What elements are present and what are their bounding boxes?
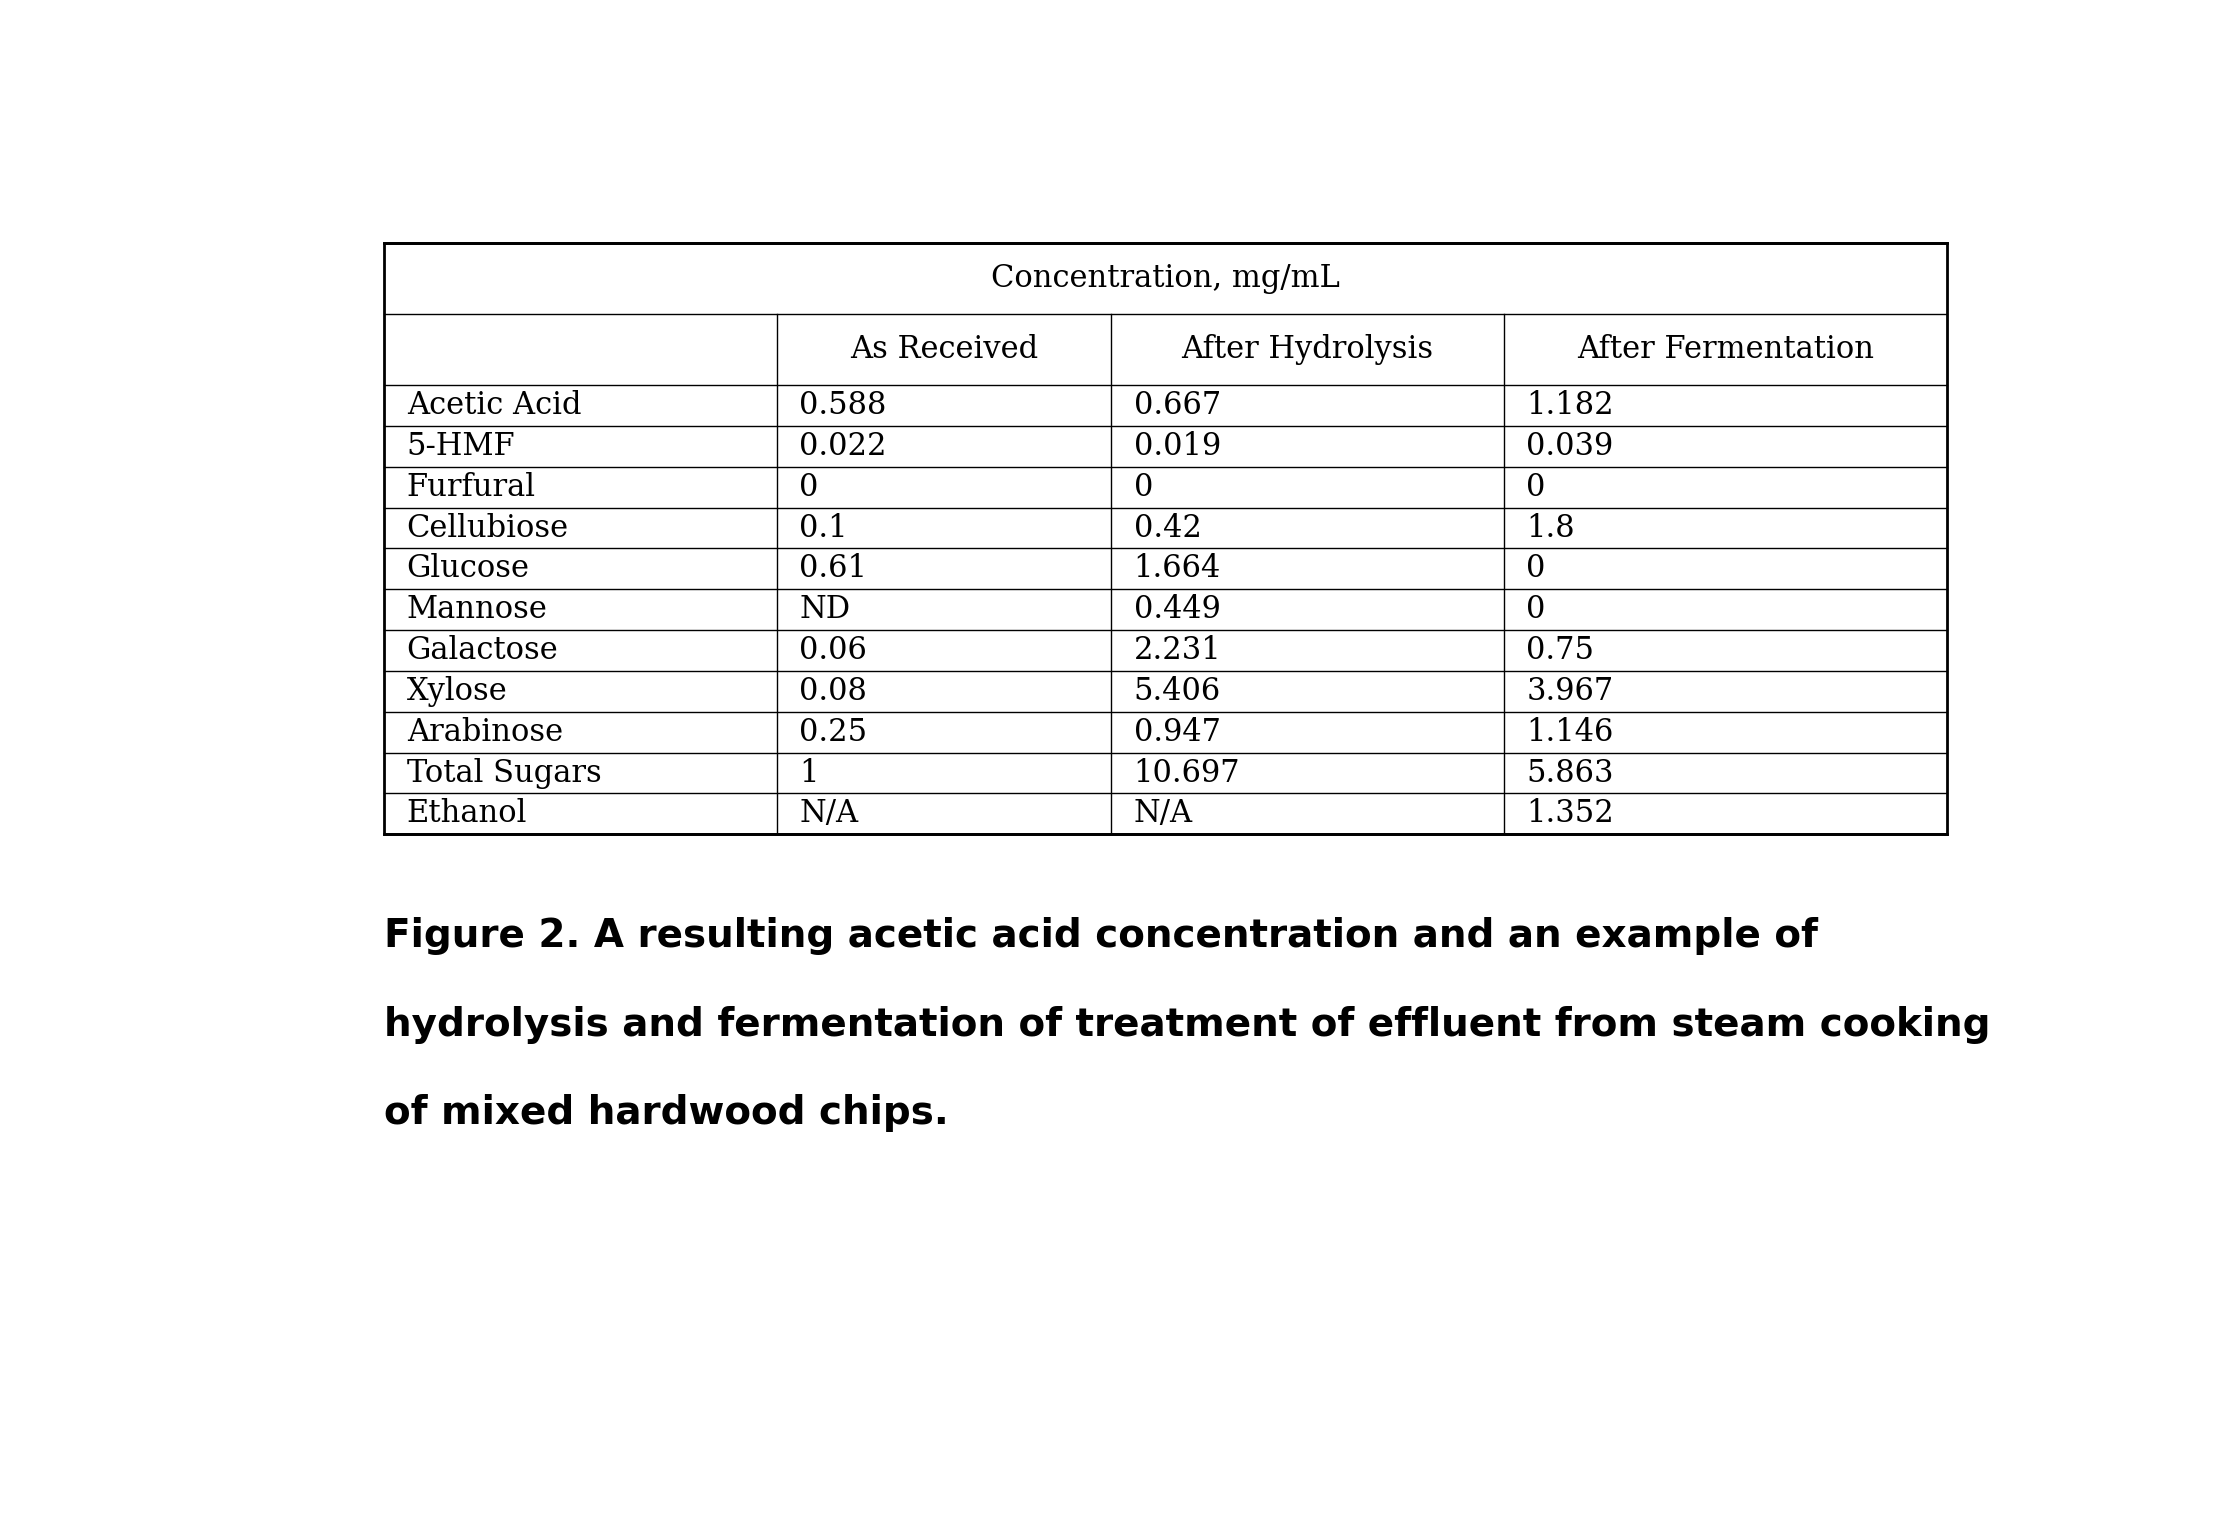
Text: 0.06: 0.06 [800, 635, 867, 666]
Text: After Fermentation: After Fermentation [1577, 335, 1873, 365]
Text: 0.42: 0.42 [1133, 513, 1201, 543]
Text: 3.967: 3.967 [1525, 675, 1613, 706]
Text: 0: 0 [1525, 594, 1546, 625]
Text: 1.664: 1.664 [1133, 554, 1221, 585]
Text: 0.08: 0.08 [800, 675, 867, 706]
Text: N/A: N/A [1133, 798, 1192, 829]
Text: 0.1: 0.1 [800, 513, 849, 543]
Text: Figure 2. A resulting acetic acid concentration and an example of: Figure 2. A resulting acetic acid concen… [385, 916, 1819, 955]
Text: 0.947: 0.947 [1133, 717, 1221, 748]
Text: 0.667: 0.667 [1133, 390, 1221, 421]
Text: 5-HMF: 5-HMF [408, 431, 515, 462]
Text: Acetic Acid: Acetic Acid [408, 390, 580, 421]
Text: ND: ND [800, 594, 851, 625]
Text: 0.022: 0.022 [800, 431, 887, 462]
Text: 0.588: 0.588 [800, 390, 887, 421]
Text: 0.75: 0.75 [1525, 635, 1595, 666]
Text: of mixed hardwood chips.: of mixed hardwood chips. [385, 1094, 950, 1133]
Text: Xylose: Xylose [408, 675, 508, 706]
Text: Mannose: Mannose [408, 594, 547, 625]
Text: 0: 0 [1525, 471, 1546, 502]
Text: 0.039: 0.039 [1525, 431, 1613, 462]
Text: 0: 0 [1133, 471, 1154, 502]
Text: 0.449: 0.449 [1133, 594, 1221, 625]
Text: 0.61: 0.61 [800, 554, 867, 585]
Text: Arabinose: Arabinose [408, 717, 562, 748]
Text: 1.146: 1.146 [1525, 717, 1613, 748]
Text: Total Sugars: Total Sugars [408, 758, 603, 789]
Text: 0: 0 [1525, 554, 1546, 585]
Text: 0.25: 0.25 [800, 717, 867, 748]
Text: Concentration, mg/mL: Concentration, mg/mL [990, 264, 1340, 295]
Text: 1.182: 1.182 [1525, 390, 1615, 421]
Text: Ethanol: Ethanol [408, 798, 526, 829]
Text: 5.863: 5.863 [1525, 758, 1613, 789]
Text: 0.019: 0.019 [1133, 431, 1221, 462]
Text: 1.352: 1.352 [1525, 798, 1615, 829]
Text: 10.697: 10.697 [1133, 758, 1241, 789]
Text: 0: 0 [800, 471, 820, 502]
Text: 5.406: 5.406 [1133, 675, 1221, 706]
Text: 2.231: 2.231 [1133, 635, 1221, 666]
Text: Furfural: Furfural [408, 471, 535, 502]
Text: hydrolysis and fermentation of treatment of effluent from steam cooking: hydrolysis and fermentation of treatment… [385, 1005, 1991, 1044]
Text: 1: 1 [800, 758, 820, 789]
Text: 1.8: 1.8 [1525, 513, 1575, 543]
Text: Glucose: Glucose [408, 554, 529, 585]
Text: After Hydrolysis: After Hydrolysis [1180, 335, 1434, 365]
Text: N/A: N/A [800, 798, 858, 829]
Text: Galactose: Galactose [408, 635, 558, 666]
Bar [385, 244, 1947, 835]
Text: As Received: As Received [849, 335, 1037, 365]
Text: Cellubiose: Cellubiose [408, 513, 569, 543]
